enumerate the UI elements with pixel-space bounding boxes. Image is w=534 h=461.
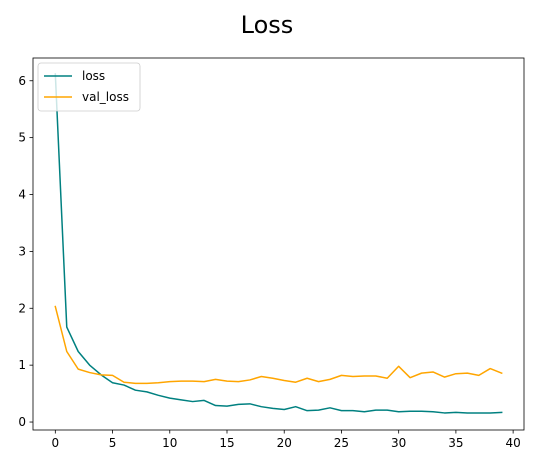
y-tick-label: 5 <box>18 131 26 145</box>
x-tick-label: 5 <box>109 436 117 450</box>
x-tick-label: 15 <box>219 436 234 450</box>
x-tick-label: 30 <box>391 436 406 450</box>
series-line-val_loss <box>54 305 503 385</box>
plot-area: 0 5 10 15 20 25 30 35 40 0 1 2 3 4 5 6 <box>18 57 525 450</box>
y-tick-label: 4 <box>18 188 26 202</box>
x-tick-label: 25 <box>334 436 349 450</box>
y-tick-label: 2 <box>18 301 26 315</box>
y-tick-label: 3 <box>18 244 26 258</box>
legend: loss val_loss <box>37 62 141 112</box>
x-tick-label: 10 <box>162 436 177 450</box>
series-line-loss <box>54 73 503 414</box>
legend-box <box>37 62 141 112</box>
legend-label-loss: loss <box>82 69 105 83</box>
x-tick-label: 0 <box>51 436 59 450</box>
chart-title: Loss <box>241 11 294 39</box>
x-tick-label: 40 <box>505 436 520 450</box>
y-tick-label: 6 <box>18 74 26 88</box>
x-tick-label: 20 <box>277 436 292 450</box>
legend-label-val_loss: val_loss <box>82 90 129 104</box>
y-tick-label: 1 <box>18 358 26 372</box>
axes-frame <box>32 57 525 431</box>
x-tick-label: 35 <box>448 436 463 450</box>
y-tick-label: 0 <box>18 415 26 429</box>
